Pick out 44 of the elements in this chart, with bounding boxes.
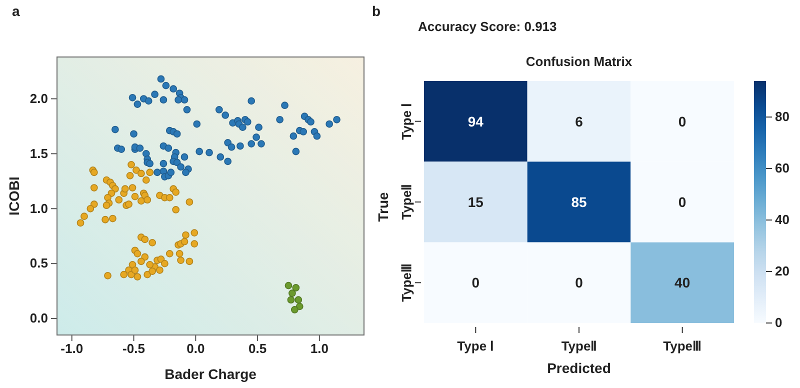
data-label: 6: [575, 113, 584, 130]
point: [292, 284, 300, 292]
point: [287, 296, 295, 304]
data-label: 0: [472, 274, 480, 291]
point: [290, 306, 298, 314]
color-bar-label: 0: [775, 315, 782, 330]
x-tick-label: -0.5: [122, 341, 145, 356]
data-label: 0: [678, 194, 686, 210]
data-label: 0: [678, 113, 686, 130]
text: b: [372, 3, 381, 19]
y-tick-label: Type Ⅰ: [399, 102, 414, 140]
y-tick-label: 0.5: [30, 256, 48, 271]
y-tick-label: 2.0: [30, 90, 48, 106]
color-bar-label: 60: [775, 160, 790, 176]
point: [284, 282, 292, 290]
chart-subtitle: Accuracy Score: 0.913: [418, 19, 557, 34]
x-tick-label: TypeⅢ: [663, 338, 702, 354]
x-tick-label: 0.5: [248, 341, 267, 356]
color-bar-label: 40: [775, 212, 790, 228]
x-tick-label: Type Ⅰ: [457, 338, 494, 354]
color-bar-label: 80: [775, 109, 790, 124]
y-tick-label: 1.5: [30, 146, 48, 161]
point: [294, 296, 302, 304]
x-axis-title: Predicted: [547, 360, 611, 376]
data-label: 0: [575, 274, 584, 291]
y-tick-label: TypeⅢ: [399, 263, 414, 302]
y-tick-label: TypeⅡ: [399, 184, 414, 220]
chart-title: Confusion Matrix: [526, 54, 633, 69]
y-tick-label: 0.0: [30, 310, 48, 326]
data-label: 94: [468, 113, 484, 130]
point: [288, 290, 296, 297]
y-axis-title: True: [375, 192, 391, 222]
y-tick-label: 1.0: [30, 200, 48, 216]
x-axis-title: Bader Charge: [164, 366, 257, 382]
x-tick-label: TypeⅡ: [561, 338, 597, 354]
x-tick-label: 0.0: [186, 341, 205, 356]
y-axis-title: ICOBI: [6, 176, 22, 216]
data-label: 85: [571, 194, 587, 210]
x-tick-label: 1.0: [310, 341, 328, 356]
x-tick-label: -1.0: [60, 341, 84, 356]
color-bar-label: 20: [775, 264, 790, 279]
data-label: 15: [468, 194, 484, 210]
text: a: [12, 3, 20, 19]
data-label: 40: [674, 274, 690, 291]
